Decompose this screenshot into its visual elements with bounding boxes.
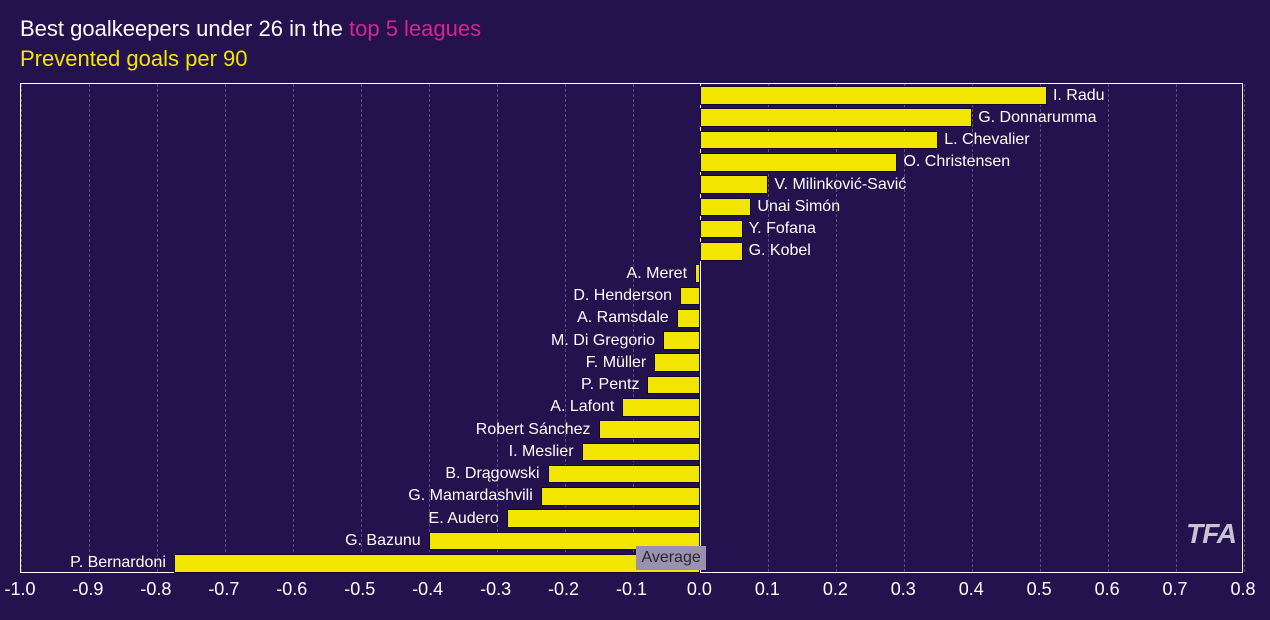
bar [695, 264, 700, 283]
bar-label: O. Christensen [903, 154, 1010, 170]
title-accent: top 5 leagues [349, 16, 481, 41]
bar-label: G. Mamardashvili [408, 488, 532, 504]
bar-label: P. Pentz [581, 377, 639, 393]
x-tick: 0.3 [891, 579, 916, 600]
bar-label: A. Meret [627, 266, 687, 282]
bar [700, 86, 1047, 105]
bar-row: V. Milinković-Savić [21, 175, 1242, 194]
bar [700, 220, 742, 239]
bar-label: B. Drągowski [445, 466, 539, 482]
bar-row: O. Christensen [21, 153, 1242, 172]
x-tick: -0.2 [548, 579, 579, 600]
title-part-1: Best goalkeepers under 26 in the [20, 16, 349, 41]
chart-title: Best goalkeepers under 26 in the top 5 l… [20, 14, 1250, 44]
bar [507, 509, 701, 528]
grid-line [1244, 84, 1245, 572]
x-tick: -0.7 [208, 579, 239, 600]
bar-row: G. Kobel [21, 242, 1242, 261]
bar-label: M. Di Gregorio [551, 333, 655, 349]
x-tick: 0.0 [687, 579, 712, 600]
bar [700, 108, 972, 127]
bar-label: G. Bazunu [345, 533, 421, 549]
bar-row: F. Müller [21, 353, 1242, 372]
x-tick: -1.0 [4, 579, 35, 600]
bar-label: E. Audero [429, 511, 499, 527]
bar-row: B. Drągowski [21, 465, 1242, 484]
bar-label: P. Bernardoni [70, 555, 166, 571]
bar-row: A. Lafont [21, 398, 1242, 417]
x-tick: 0.1 [755, 579, 780, 600]
bar-label: I. Meslier [509, 444, 574, 460]
bar-row: Y. Fofana [21, 220, 1242, 239]
bar [677, 309, 701, 328]
bar-row: P. Bernardoni [21, 554, 1242, 573]
x-tick: 0.2 [823, 579, 848, 600]
bar-row: A. Meret [21, 264, 1242, 283]
x-tick: -0.5 [344, 579, 375, 600]
x-tick: 0.6 [1095, 579, 1120, 600]
bar-row: L. Chevalier [21, 131, 1242, 150]
x-tick: -0.4 [412, 579, 443, 600]
x-tick: 0.8 [1230, 579, 1255, 600]
bar [647, 376, 700, 395]
chart-container: Best goalkeepers under 26 in the top 5 l… [0, 0, 1270, 620]
bar-label: I. Radu [1053, 88, 1105, 104]
logo-text: TFA [1186, 518, 1236, 550]
bar-label: V. Milinković-Savić [774, 177, 906, 193]
x-tick: -0.8 [140, 579, 171, 600]
bar [548, 465, 701, 484]
bar-row: Unai Simón [21, 198, 1242, 217]
bar-label: A. Lafont [550, 399, 614, 415]
bar [700, 198, 751, 217]
bar-row: I. Radu [21, 86, 1242, 105]
bar-label: Robert Sánchez [476, 422, 591, 438]
bar-row: G. Mamardashvili [21, 487, 1242, 506]
x-axis: -1.0-0.9-0.8-0.7-0.6-0.5-0.4-0.3-0.2-0.1… [20, 573, 1243, 603]
x-tick: 0.4 [959, 579, 984, 600]
x-tick: -0.3 [480, 579, 511, 600]
x-tick: -0.6 [276, 579, 307, 600]
bar [680, 287, 700, 306]
chart-subtitle: Prevented goals per 90 [20, 44, 1250, 74]
bar-row: I. Meslier [21, 443, 1242, 462]
bar-label: Y. Fofana [749, 221, 816, 237]
bar-row: P. Pentz [21, 376, 1242, 395]
bar-row: G. Bazunu [21, 532, 1242, 551]
bar-label: F. Müller [586, 355, 646, 371]
bar-row: D. Henderson [21, 287, 1242, 306]
bar-row: M. Di Gregorio [21, 331, 1242, 350]
bar-label: Unai Simón [757, 199, 840, 215]
bar [541, 487, 701, 506]
bar [700, 175, 768, 194]
bar-label: L. Chevalier [944, 132, 1029, 148]
bar [654, 353, 700, 372]
bar-label: G. Donnarumma [978, 110, 1096, 126]
bar [599, 420, 701, 439]
bar-row: G. Donnarumma [21, 108, 1242, 127]
bar [700, 153, 897, 172]
bar-label: D. Henderson [573, 288, 672, 304]
x-tick: -0.1 [616, 579, 647, 600]
x-tick: 0.7 [1163, 579, 1188, 600]
bar [700, 131, 938, 150]
x-tick: 0.5 [1027, 579, 1052, 600]
bar-label: G. Kobel [749, 243, 811, 259]
bar-row: Robert Sánchez [21, 420, 1242, 439]
bar [622, 398, 700, 417]
bar-row: E. Audero [21, 509, 1242, 528]
average-label: Average [636, 546, 705, 570]
bar-row: A. Ramsdale [21, 309, 1242, 328]
bar [174, 554, 701, 573]
bar [663, 331, 700, 350]
bar-label: A. Ramsdale [577, 310, 669, 326]
bar [582, 443, 701, 462]
bar [700, 242, 742, 261]
plot-area: I. Radu G. Donnarumma L. Chevalier O. Chris… [20, 83, 1243, 573]
x-tick: -0.9 [72, 579, 103, 600]
